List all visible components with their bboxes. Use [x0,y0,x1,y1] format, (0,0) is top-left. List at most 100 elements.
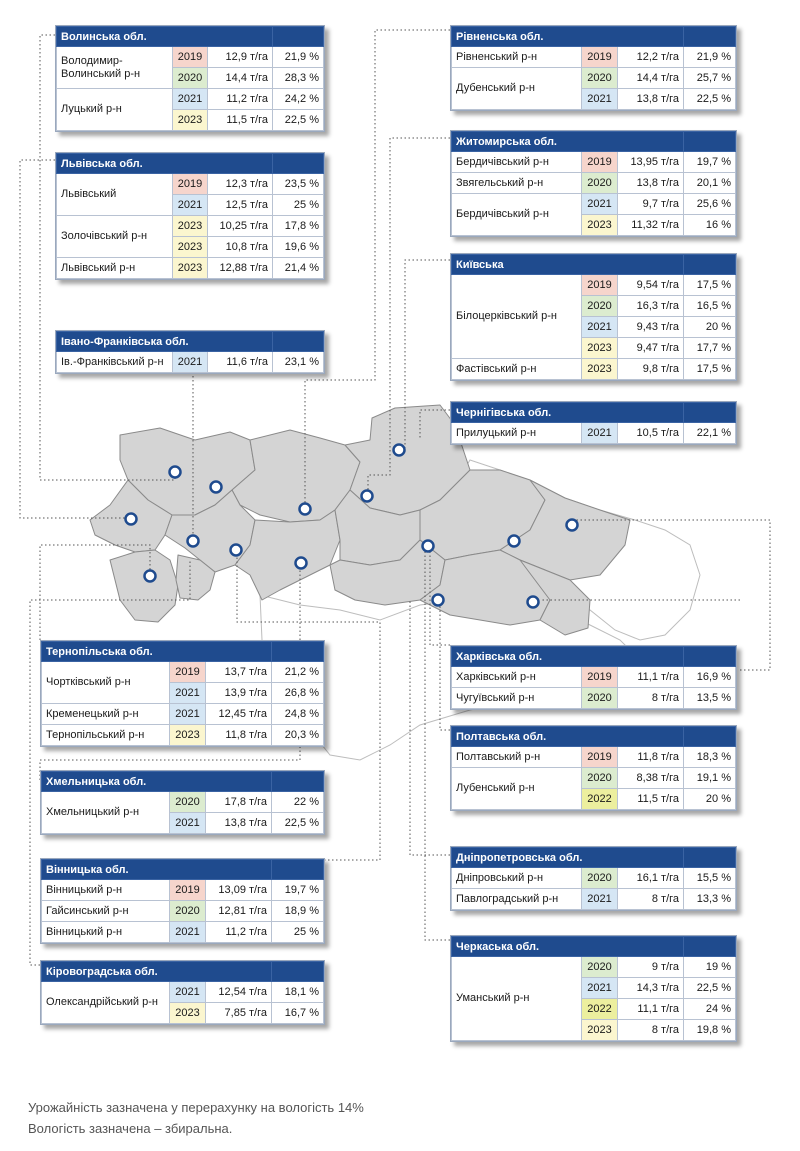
moisture-cell: 20,1 % [683,172,736,194]
oblast-title: Львівська обл. [55,153,274,174]
moisture-cell: 16,5 % [683,295,736,317]
year-cell: 2023 [172,109,208,131]
marker-kyiv [360,489,374,503]
district-name: Чугуївський р-н [451,687,582,709]
table-kirovohrad: Кіровоградська обл. Олександрійський р-н… [40,960,325,1025]
yield-cell: 12,88 т/га [206,257,274,279]
moisture-cell: 19,6 % [272,236,324,258]
moisture-cell: 22,5 % [683,88,736,110]
oblast-title: Полтавська обл. [451,726,684,747]
district-name: Львівський р-н [56,257,173,279]
moisture-cell: 25 % [272,194,324,216]
table-poltava: Полтавська обл. Полтавський р-н 2019 11,8 … [450,725,737,811]
year-cell: 2021 [169,682,206,704]
yield-cell: 17,8 т/га [204,791,273,813]
district-name: Харківський р-н [451,666,582,688]
oblast-title: Житомирська обл. [450,131,685,152]
district-name: Львівський [56,173,173,216]
moisture-cell: 16 % [683,214,736,236]
moisture-cell: 24 % [683,998,736,1020]
moisture-cell: 18,9 % [271,900,324,922]
year-cell: 2021 [581,888,618,910]
year-cell: 2023 [172,236,208,258]
moisture-cell: 16,7 % [271,1002,324,1024]
yield-cell: 8 т/га [616,687,685,709]
marker-cherkasy [421,539,435,553]
table-dnipropetrovsk: Дніпропетровська обл. Дніпровський р-н 20… [450,846,737,911]
yield-cell: 14,4 т/га [616,67,685,89]
yield-cell: 12,45 т/га [204,703,273,725]
moisture-cell: 20 % [683,788,736,810]
year-cell: 2020 [581,956,618,978]
yield-cell: 13,7 т/га [204,661,273,683]
moisture-cell: 22,5 % [272,109,324,131]
district-name: Павлоградський р-н [451,888,582,910]
year-cell: 2020 [169,900,206,922]
marker-dnipro [526,595,540,609]
district-name: Золочівський р-н [56,215,173,258]
table-lviv: Львівська обл. Львівський 2019 12,3 т/га 23… [55,152,325,280]
oblast-title: Дніпропетровська обл. [450,847,685,868]
district-name: Ів.-Франківський р-н [56,351,173,373]
oblast-title: Волинська обл. [56,26,273,47]
yield-cell: 12,2 т/га [616,46,685,68]
moisture-cell: 13,3 % [683,888,736,910]
oblast-title: Вінницька обл. [41,859,272,880]
year-cell: 2021 [581,316,618,338]
district-name: Кременецький р-н [41,703,170,725]
district-name: Звягельський р-н [451,172,582,194]
district-name: Бердичівський р-н [451,151,582,173]
district-name: Прилуцький р-н [451,422,582,444]
year-cell: 2019 [581,746,618,768]
district-name: Уманський р-н [451,956,582,1041]
moisture-cell: 22,5 % [683,977,736,999]
moisture-cell: 22,1 % [683,422,736,444]
yield-cell: 8,38 т/га [617,767,684,789]
year-cell: 2021 [169,703,206,725]
marker-chernihiv [392,443,406,457]
year-cell: 2021 [172,88,208,110]
district-name: Тернопільський р-н [41,724,170,746]
year-cell: 2019 [581,666,618,688]
year-cell: 2019 [581,274,618,296]
yield-cell: 14,3 т/га [616,977,685,999]
year-cell: 2021 [581,88,618,110]
yield-cell: 16,3 т/га [616,295,685,317]
year-cell: 2019 [172,173,208,195]
yield-cell: 11,1 т/га [616,998,685,1020]
oblast-title: Черкаська обл. [450,936,685,957]
marker-vinnytsia [294,556,308,570]
district-name: Вінницький р-н [41,879,170,901]
yield-cell: 11,32 т/га [616,214,685,236]
district-name: Фастівський р-н [451,358,582,380]
yield-cell: 11,8 т/га [204,724,273,746]
year-cell: 2020 [581,867,618,889]
moisture-cell: 17,5 % [683,358,736,380]
yield-cell: 13,9 т/га [204,682,273,704]
yield-cell: 10,25 т/га [206,215,274,237]
moisture-cell: 22 % [271,791,324,813]
district-name: Білоцерківський р-н [451,274,582,359]
year-cell: 2023 [169,1002,206,1024]
yield-cell: 14,4 т/га [207,67,273,89]
year-cell: 2020 [169,791,206,813]
moisture-cell: 16,9 % [683,666,736,688]
moisture-cell: 22,5 % [271,812,324,834]
year-cell: 2023 [581,1019,618,1041]
year-cell: 2023 [581,337,618,359]
moisture-cell: 25,7 % [683,67,736,89]
marker-poltava [507,534,521,548]
district-name: Хмельницький р-н [41,791,170,834]
oblast-title: Хмельницька обл. [40,771,273,792]
oblast-title: Чернігівська обл. [451,402,684,423]
marker-kirovohrad [431,593,445,607]
district-name: Дубенський р-н [451,67,582,110]
leader-lines [19,29,771,966]
moisture-cell: 20 % [683,316,736,338]
district-name: Лубенський р-н [451,767,582,810]
oblast-title: Івано-Франківська обл. [56,331,273,352]
yield-cell: 9,7 т/га [616,193,685,215]
year-cell: 2020 [581,295,618,317]
year-cell: 2021 [581,193,618,215]
moisture-cell: 21,9 % [272,46,324,68]
